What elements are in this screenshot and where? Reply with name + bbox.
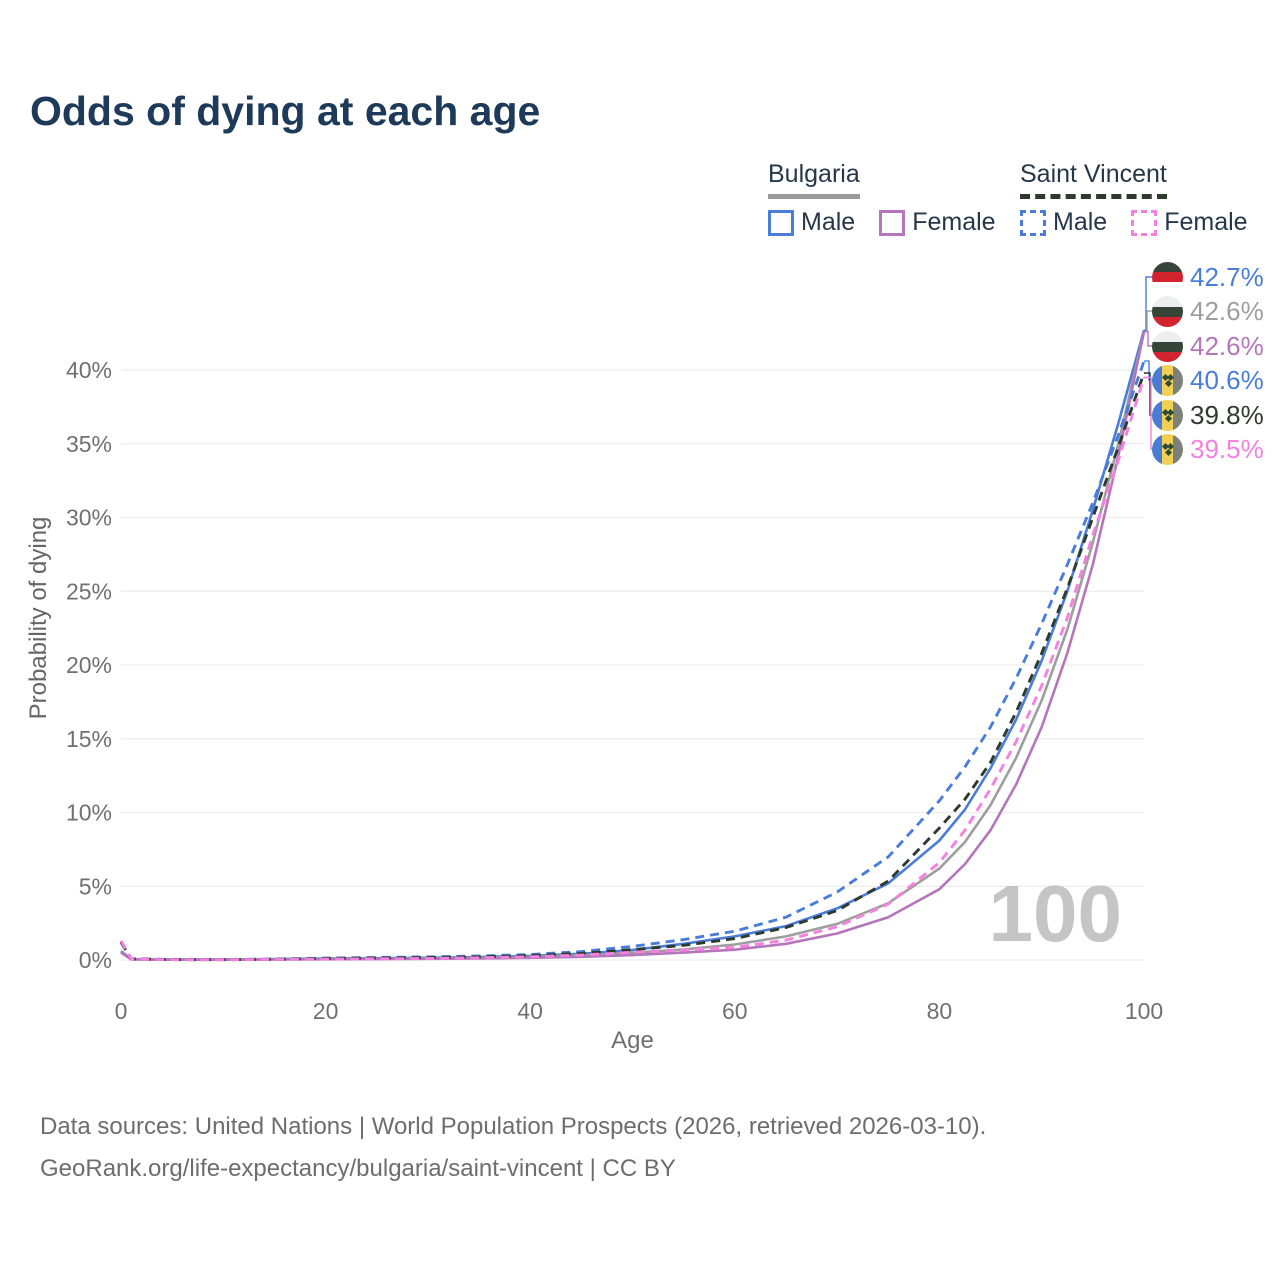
saint-vincent-flag-icon — [1152, 400, 1183, 431]
series-line-saint-vincent-female — [119, 376, 1146, 962]
bulgaria-flag-icon — [1152, 262, 1183, 293]
bulgaria-flag-icon — [1152, 296, 1183, 327]
y-tick-label: 40% — [66, 357, 112, 383]
end-label-connector — [1144, 330, 1152, 347]
x-tick-label: 80 — [927, 998, 953, 1024]
end-label-bulgaria-male: 42.7% — [1152, 262, 1264, 293]
end-label-bulgaria-both: 42.6% — [1152, 296, 1264, 327]
hover-age-watermark: 100 — [989, 869, 1122, 958]
data-sources-line: Data sources: United Nations | World Pop… — [40, 1113, 987, 1140]
y-tick-label: 20% — [66, 652, 112, 678]
solid-blue-swatch-icon — [768, 209, 794, 236]
series-line-bulgaria-female — [120, 331, 1146, 962]
page-title: Odds of dying at each age — [30, 88, 541, 134]
legend-group-bulgaria: Bulgaria Male Female — [768, 160, 996, 237]
legend-item-saint-vincent-male[interactable]: Male — [1020, 208, 1107, 237]
y-axis-title: Probability of dying — [25, 517, 52, 720]
x-tick-label: 60 — [722, 998, 748, 1024]
x-tick-label: 20 — [313, 998, 339, 1024]
legend-item-saint-vincent-female[interactable]: Female — [1131, 208, 1248, 237]
x-tick-label: 100 — [1125, 998, 1163, 1024]
x-axis-title: Age — [611, 1027, 654, 1054]
solid-purple-swatch-icon — [879, 209, 906, 236]
dashed-blue-swatch-icon — [1020, 209, 1046, 236]
y-tick-label: 10% — [66, 800, 112, 826]
legend-country-saint-vincent: Saint Vincent — [1020, 160, 1167, 199]
attribution-footer: Data sources: United Nations | World Pop… — [40, 1106, 986, 1190]
legend-group-saint-vincent: Saint Vincent Male Female — [1020, 160, 1248, 237]
dashed-pink-swatch-icon — [1131, 209, 1158, 236]
end-label-saint-vincent-male: 40.6% — [1152, 365, 1264, 396]
y-tick-label: 30% — [66, 505, 112, 531]
end-label-connector — [1144, 310, 1152, 333]
legend-country-bulgaria: Bulgaria — [768, 160, 860, 199]
legend: Bulgaria Male Female Saint Vincent Male — [0, 160, 1280, 240]
end-label-connector — [1144, 276, 1152, 331]
end-label-bulgaria-female: 42.6% — [1152, 331, 1264, 362]
georank-url-line: GeoRank.org/life-expectancy/bulgaria/sai… — [40, 1155, 676, 1182]
y-tick-label: 35% — [66, 431, 112, 457]
y-tick-label: 5% — [79, 873, 112, 899]
series-line-bulgaria-both-sexes — [120, 331, 1146, 962]
legend-item-bulgaria-male[interactable]: Male — [768, 208, 855, 237]
y-tick-label: 0% — [79, 947, 112, 973]
y-tick-label: 25% — [66, 578, 112, 604]
legend-item-bulgaria-female[interactable]: Female — [879, 208, 996, 237]
saint-vincent-flag-icon — [1152, 365, 1183, 396]
x-tick-label: 0 — [115, 998, 128, 1024]
end-label-saint-vincent-female: 39.5% — [1152, 434, 1264, 465]
end-label-connector — [1144, 376, 1152, 450]
series-line-bulgaria-male — [120, 329, 1146, 961]
end-label-saint-vincent-both: 39.8% — [1152, 400, 1264, 431]
y-tick-label: 15% — [66, 726, 112, 752]
x-tick-label: 40 — [517, 998, 543, 1024]
saint-vincent-flag-icon — [1152, 434, 1183, 465]
bulgaria-flag-icon — [1152, 331, 1183, 362]
